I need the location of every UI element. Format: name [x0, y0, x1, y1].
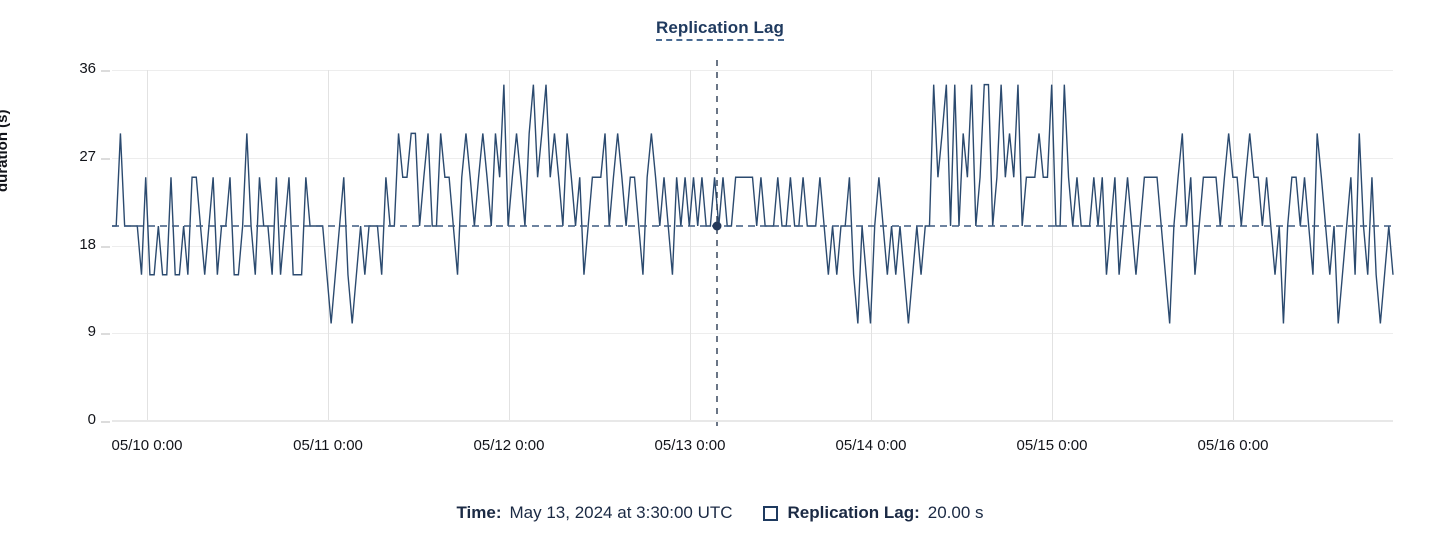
y-tick-label: 18: [79, 235, 96, 253]
gridline-vertical: [328, 70, 329, 421]
gridline-vertical: [1233, 70, 1234, 421]
y-tick-label: 0: [87, 411, 96, 428]
x-tick-label: 05/11 0:00: [293, 437, 363, 454]
gridline-vertical: [871, 70, 872, 421]
y-tick-mark: [101, 333, 110, 336]
chart-title-text: Replication Lag: [655, 18, 785, 41]
tooltip-series-value: 20.00 s: [927, 503, 984, 522]
y-tick-label: 27: [79, 147, 96, 165]
series-polyline: [112, 85, 1393, 324]
tooltip-time-value: May 13, 2024 at 3:30:00 UTC: [509, 503, 733, 522]
gridline-horizontal: [112, 157, 1393, 159]
y-tick-label: 36: [79, 60, 96, 77]
tooltip-series: Replication Lag: 20.00 s: [762, 503, 984, 523]
x-tick-label: 05/13 0:00: [654, 437, 726, 454]
x-tick-label: 05/14 0:00: [835, 437, 907, 454]
gridline-vertical: [1052, 70, 1053, 421]
tooltip-time-label: Time:: [456, 503, 502, 522]
x-tick-label: 05/16 0:00: [1197, 437, 1269, 454]
gridline-vertical: [690, 70, 691, 421]
gridline-vertical: [509, 70, 510, 421]
y-axis-title: duration (s): [0, 109, 11, 193]
y-tick-mark: [101, 157, 110, 160]
y-tick-mark: [101, 70, 110, 72]
crosshair-marker-dot[interactable]: [712, 221, 722, 231]
x-tick-label: 05/12 0:00: [473, 437, 545, 454]
plot-area: [112, 60, 1393, 429]
tooltip-series-label: Replication Lag:: [787, 503, 920, 522]
y-tick-mark: [101, 421, 110, 423]
x-axis-line: [112, 420, 1393, 422]
chart-title: Replication Lag: [0, 18, 1440, 41]
chart-tooltip-footer: Time: May 13, 2024 at 3:30:00 UTC Replic…: [0, 503, 1440, 523]
x-tick-label: 05/15 0:00: [1016, 437, 1088, 454]
gridline-vertical: [147, 70, 148, 421]
tooltip-time: Time: May 13, 2024 at 3:30:00 UTC: [456, 503, 732, 523]
series-line-replication-lag: [112, 60, 1393, 429]
gridline-horizontal: [112, 333, 1393, 335]
gridline-horizontal: [112, 70, 1393, 71]
gridline-horizontal: [112, 245, 1393, 247]
legend-swatch-icon[interactable]: [762, 505, 778, 521]
y-tick-mark: [101, 245, 110, 248]
x-tick-label: 05/10 0:00: [111, 437, 183, 454]
y-tick-label: 9: [87, 323, 96, 341]
